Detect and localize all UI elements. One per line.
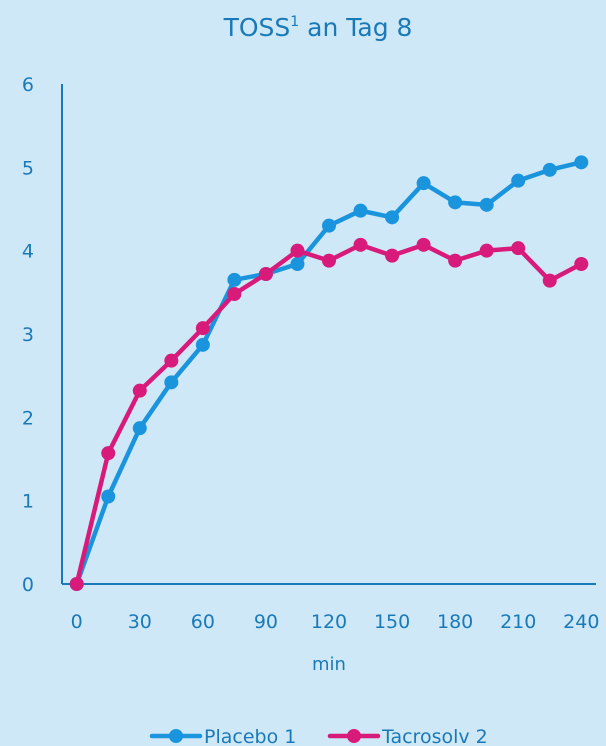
data-point — [385, 210, 400, 225]
title-superscript: 1 — [290, 14, 299, 30]
x-tick-label: 240 — [563, 611, 599, 633]
data-point — [164, 353, 179, 368]
title-suffix: an Tag 8 — [299, 13, 412, 42]
data-point — [448, 195, 463, 210]
data-point — [195, 321, 210, 336]
data-point — [258, 267, 273, 281]
series-group — [69, 155, 589, 591]
series-2 — [69, 237, 589, 591]
data-point — [385, 248, 400, 263]
data-point — [164, 375, 179, 390]
series-1 — [69, 155, 589, 591]
data-point — [101, 489, 116, 504]
x-tick-label: 0 — [71, 611, 83, 633]
x-tick-label: 90 — [254, 611, 278, 633]
data-point — [195, 337, 210, 352]
y-axis-ticks: 0 1 2 3 4 5 6 — [22, 74, 34, 596]
data-point — [416, 237, 431, 252]
x-axis-label: min — [312, 654, 346, 675]
x-tick-label: 30 — [128, 611, 152, 633]
data-point — [353, 203, 368, 218]
x-tick-label: 180 — [437, 611, 473, 633]
y-tick-label: 5 — [22, 157, 34, 179]
data-point — [574, 155, 589, 170]
data-point — [290, 243, 305, 258]
y-tick-label: 0 — [22, 574, 34, 596]
data-point — [132, 383, 147, 398]
legend-label: Placebo 1 — [204, 726, 296, 746]
legend-marker — [169, 729, 183, 743]
data-point — [322, 218, 336, 233]
y-tick-label: 6 — [22, 74, 34, 96]
data-point — [574, 257, 589, 271]
legend-label: Tacrosolv 2 — [381, 726, 488, 746]
data-point — [479, 243, 494, 258]
legend: Placebo 1 Tacrosolv 2 — [149, 726, 488, 746]
data-point — [542, 162, 557, 177]
y-tick-label: 1 — [22, 491, 34, 513]
x-tick-label: 150 — [374, 611, 410, 633]
data-point — [511, 173, 526, 188]
y-tick-label: 3 — [22, 324, 34, 346]
x-tick-label: 120 — [311, 611, 347, 633]
x-tick-label: 60 — [191, 611, 215, 633]
data-point — [479, 197, 494, 212]
y-tick-label: 4 — [22, 241, 34, 263]
data-point — [448, 253, 463, 268]
data-point — [322, 253, 336, 268]
series-line — [74, 242, 584, 587]
data-point — [542, 273, 557, 288]
data-point — [132, 421, 147, 436]
data-point — [511, 241, 526, 256]
data-point — [353, 237, 368, 252]
legend-item-2: Tacrosolv 2 — [327, 726, 488, 746]
y-tick-label: 2 — [22, 407, 34, 429]
data-point — [101, 446, 116, 461]
data-point — [290, 257, 305, 271]
data-point — [227, 272, 242, 287]
legend-marker — [347, 729, 361, 743]
data-point — [69, 577, 84, 591]
data-point — [227, 287, 242, 301]
chart-title: TOSS1 an Tag 8 — [223, 13, 413, 42]
x-tick-label: 210 — [500, 611, 536, 633]
data-point — [416, 176, 431, 191]
legend-item-1: Placebo 1 — [149, 726, 296, 746]
x-axis-ticks: 0 30 60 90 120 150 180 210 240 — [71, 611, 600, 633]
